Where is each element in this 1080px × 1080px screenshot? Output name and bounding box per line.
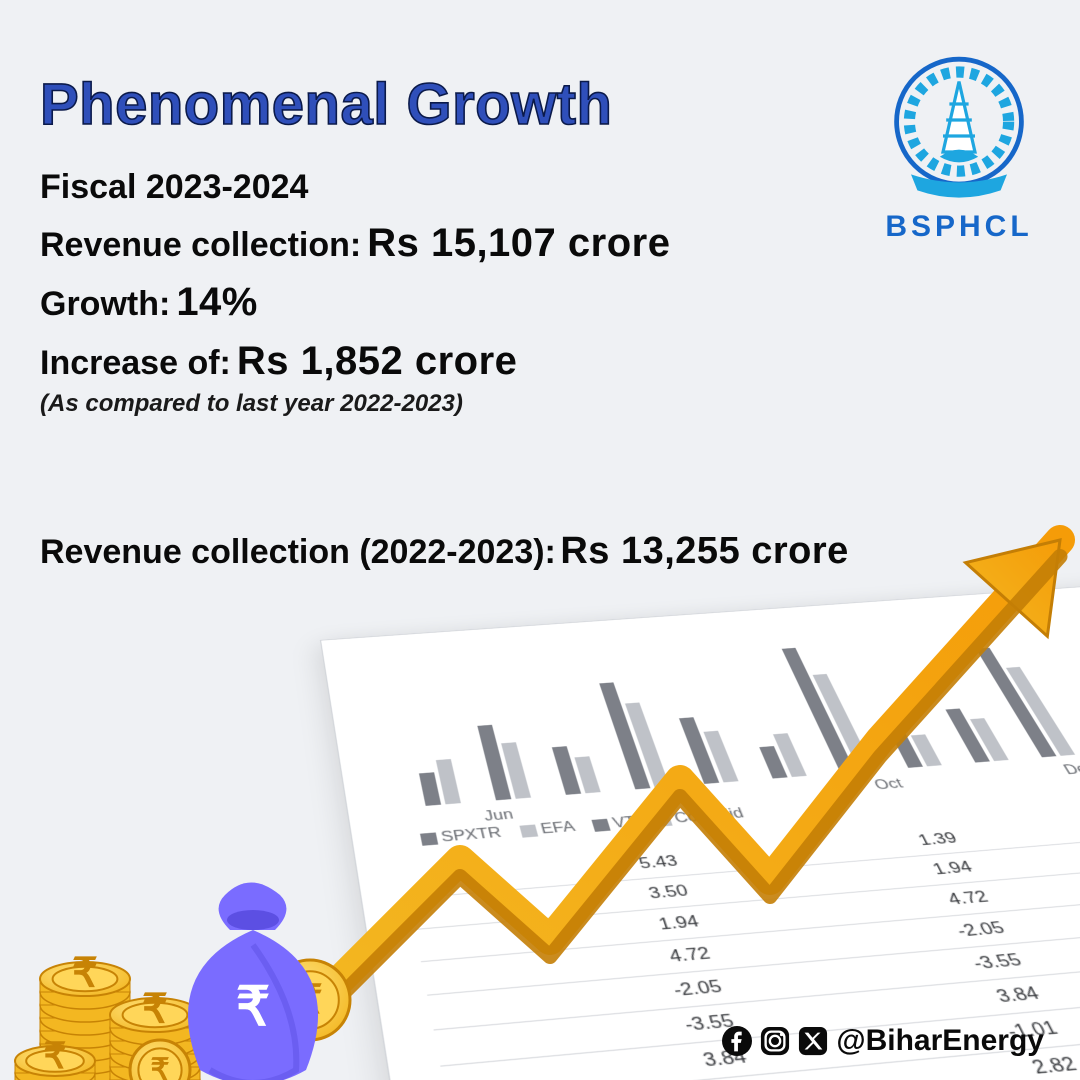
background-chart-sheet: JunAugOctDecFeb SPXTR EFA VT Consolid 5.…: [320, 567, 1080, 1080]
social-handle: @BiharEnergy: [722, 1024, 1044, 1058]
month-label: Dec: [1061, 762, 1080, 779]
stats-block: Fiscal 2023-2024 Revenue collection: Rs …: [40, 168, 670, 418]
money-bag: ₹: [188, 883, 318, 1080]
facebook-icon: [722, 1026, 752, 1056]
handle-text: @BiharEnergy: [836, 1024, 1044, 1058]
logo-emblem: [879, 48, 1039, 208]
x-icon: [798, 1026, 828, 1056]
revenue-label: Revenue collection:: [40, 226, 361, 265]
svg-text:₹: ₹: [142, 986, 168, 1032]
svg-text:₹: ₹: [150, 1054, 169, 1080]
revenue-value: Rs 15,107 crore: [367, 221, 670, 266]
previous-label: Revenue collection (2022-2023):: [40, 533, 556, 571]
growth-label: Growth:: [40, 285, 170, 324]
svg-text:₹: ₹: [44, 1035, 67, 1076]
logo-acronym: BSPHCL: [885, 210, 1032, 244]
svg-text:₹: ₹: [72, 950, 98, 996]
month-label: Jun: [483, 808, 515, 825]
increase-value: Rs 1,852 crore: [237, 339, 518, 384]
instagram-icon: [760, 1026, 790, 1056]
title-svg: Phenomenal Growth Phenomenal Growth: [40, 70, 680, 140]
comparison-note: (As compared to last year 2022-2023): [40, 390, 670, 418]
previous-year-line: Revenue collection (2022-2023): Rs 13,25…: [40, 530, 849, 573]
legend-item: VT: [611, 815, 638, 831]
page-title: Phenomenal Growth Phenomenal Growth: [40, 70, 680, 154]
previous-value: Rs 13,255 crore: [560, 530, 848, 572]
month-label: Oct: [872, 777, 906, 794]
month-label: Aug: [679, 792, 715, 809]
increase-label: Increase of:: [40, 344, 231, 383]
legend-item: EFA: [539, 820, 576, 837]
bsphcl-logo: BSPHCL: [874, 48, 1044, 248]
fiscal-label: Fiscal 2023-2024: [40, 168, 670, 207]
title-text-outline: Phenomenal Growth: [40, 72, 612, 137]
growth-value: 14%: [176, 280, 258, 325]
coins-and-bag: ₹₹₹ ₹ ₹ ₹: [10, 770, 430, 1080]
svg-text:₹: ₹: [236, 977, 270, 1037]
